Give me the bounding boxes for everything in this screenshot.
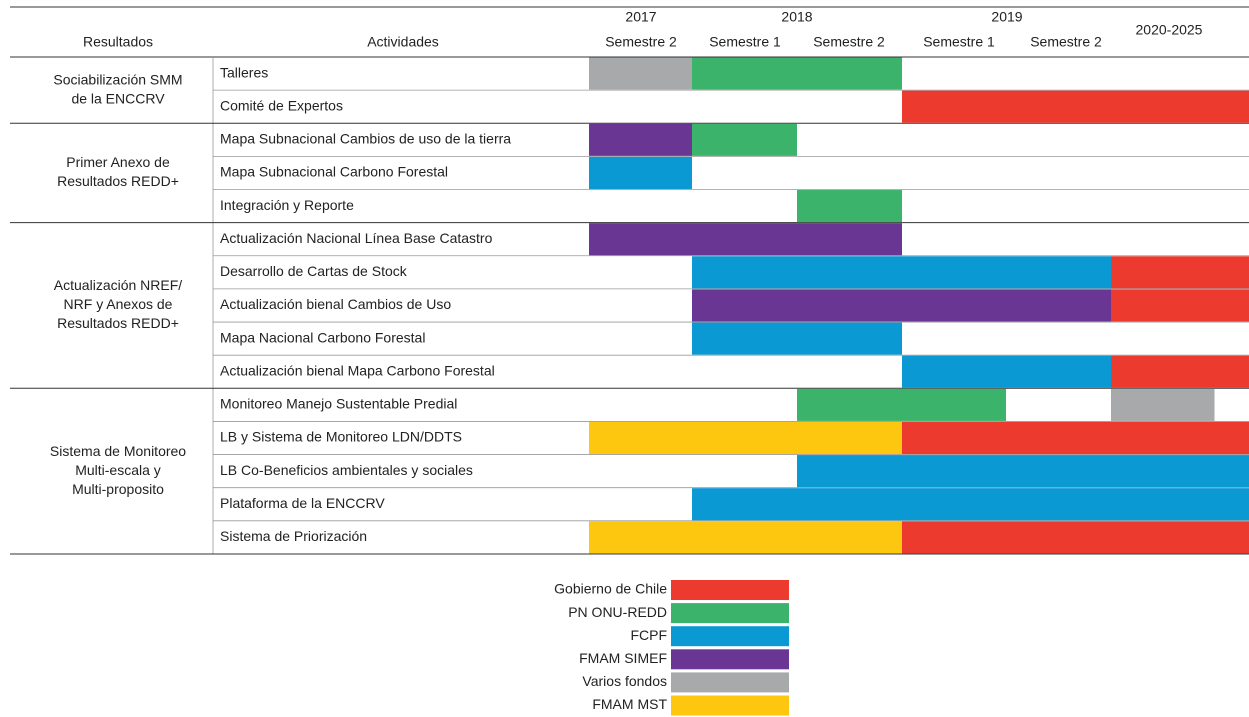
activity-label: Actualización Nacional Línea Base Catast…	[220, 230, 493, 246]
group-label: Sociabilización SMM	[53, 71, 182, 87]
activity-label: Talleres	[220, 64, 268, 80]
activity-label: Desarrollo de Cartas de Stock	[220, 263, 408, 279]
activity-label: Mapa Nacional Carbono Forestal	[220, 329, 425, 345]
gantt-bar	[797, 190, 902, 223]
gantt-bar	[589, 521, 902, 554]
legend-swatch	[671, 580, 789, 600]
activity-label: Integración y Reporte	[220, 197, 354, 213]
gantt-bar	[589, 123, 692, 156]
gantt-bar	[902, 421, 1249, 455]
activity-label: LB y Sistema de Monitoreo LDN/DDTS	[220, 429, 462, 445]
gantt-bar	[692, 57, 902, 90]
gantt-bar	[692, 322, 902, 355]
year-label: 2018	[781, 9, 812, 25]
year-label: 2019	[991, 9, 1022, 25]
legend-label: FCPF	[630, 627, 667, 643]
group-label: Resultados REDD+	[57, 173, 179, 189]
year-label: 2017	[625, 9, 656, 25]
semester-label: Semestre 1	[923, 34, 995, 50]
activity-label: Mapa Subnacional Carbono Forestal	[220, 164, 448, 180]
legend-label: Varios fondos	[582, 673, 667, 689]
gantt-bar	[589, 223, 902, 256]
legend-swatch	[671, 672, 789, 693]
group-label: NRF y Anexos de	[64, 296, 173, 312]
semester-label: Semestre 2	[813, 34, 885, 50]
header-activities: Actividades	[367, 34, 439, 50]
gantt-bar	[902, 521, 1249, 554]
legend-label: Gobierno de Chile	[554, 581, 667, 597]
group-label: Resultados REDD+	[57, 315, 179, 331]
legend-label: PN ONU-REDD	[568, 604, 667, 620]
gantt-bar	[1111, 388, 1215, 421]
activity-label: Comité de Expertos	[220, 97, 343, 113]
legend-label: FMAM MST	[592, 696, 667, 712]
legend-swatch	[671, 649, 789, 670]
group-label: Actualización NREF/	[54, 277, 182, 293]
semester-label: Semestre 2	[605, 34, 677, 50]
gantt-bar	[692, 256, 1111, 289]
activity-label: LB Co-Beneficios ambientales y sociales	[220, 462, 473, 478]
group-label: de la ENCCRV	[71, 90, 165, 106]
legend-swatch	[671, 603, 789, 624]
group-label: Multi-proposito	[72, 481, 164, 497]
gantt-bar	[1111, 256, 1249, 289]
activity-label: Monitoreo Manejo Sustentable Predial	[220, 396, 457, 412]
gantt-bar	[589, 156, 692, 190]
activity-label: Sistema de Priorización	[220, 528, 367, 544]
activity-label: Actualización bienal Cambios de Uso	[220, 296, 451, 312]
activity-label: Actualización bienal Mapa Carbono Forest…	[220, 362, 495, 378]
semester-label: Semestre 1	[709, 34, 781, 50]
group-label: Sistema de Monitoreo	[50, 443, 186, 459]
gantt-bar	[692, 123, 797, 156]
activity-label: Mapa Subnacional Cambios de uso de la ti…	[220, 131, 511, 147]
gantt-bar	[902, 355, 1111, 388]
gantt-bar	[797, 455, 1249, 488]
gantt-bar	[589, 57, 692, 90]
semester-label: Semestre 2	[1030, 34, 1102, 50]
header-results: Resultados	[83, 34, 153, 50]
group-label: Multi-escala y	[75, 462, 161, 478]
gantt-bar	[692, 488, 1249, 521]
year-label: 2020-2025	[1136, 22, 1203, 38]
gantt-bar	[902, 90, 1249, 123]
gantt-bar	[1111, 289, 1249, 322]
activity-label: Plataforma de la ENCCRV	[220, 495, 385, 511]
gantt-bar	[692, 289, 1111, 322]
group-label: Primer Anexo de	[66, 154, 170, 170]
legend-label: FMAM SIMEF	[579, 650, 667, 666]
gantt-bar	[589, 421, 902, 455]
gantt-bar	[797, 388, 1006, 421]
legend-swatch	[671, 626, 789, 647]
legend-swatch	[671, 695, 789, 716]
gantt-bar	[1111, 355, 1249, 388]
